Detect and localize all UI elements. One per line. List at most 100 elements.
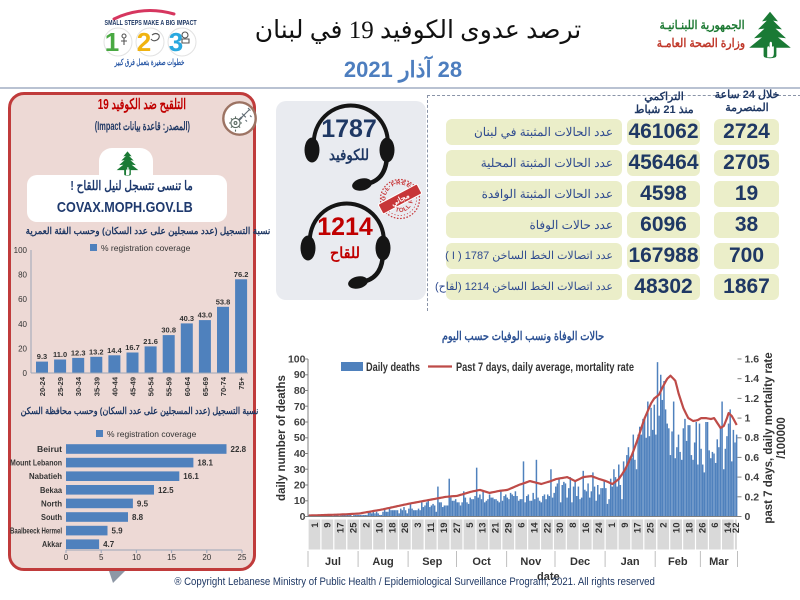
svg-text:25: 25: [349, 522, 360, 533]
svg-text:0: 0: [300, 511, 306, 523]
svg-text:14: 14: [723, 522, 734, 533]
svg-text:0.6: 0.6: [745, 452, 760, 464]
svg-text:20: 20: [202, 553, 211, 562]
svg-text:22.8: 22.8: [231, 445, 247, 454]
svg-text:% registration coverage: % registration coverage: [101, 243, 191, 253]
svg-text:40-44: 40-44: [110, 376, 119, 396]
svg-text:25-29: 25-29: [56, 377, 65, 396]
svg-text:% registration coverage: % registration coverage: [107, 429, 197, 439]
svg-text:1214: 1214: [317, 213, 373, 241]
svg-text:24: 24: [594, 522, 605, 533]
svg-text:1: 1: [607, 522, 618, 528]
svg-text:Oct: Oct: [472, 556, 491, 568]
svg-text:10: 10: [671, 523, 682, 534]
svg-text:date: date: [537, 571, 560, 583]
svg-text:17: 17: [336, 523, 347, 534]
svg-text:Dec: Dec: [570, 556, 590, 568]
svg-text:8.8: 8.8: [132, 513, 144, 522]
svg-text:12.3: 12.3: [71, 348, 86, 357]
svg-text:65-69: 65-69: [201, 377, 210, 396]
svg-text:30-34: 30-34: [74, 376, 83, 396]
svg-text:30.8: 30.8: [161, 326, 176, 335]
svg-text:70-74: 70-74: [219, 376, 228, 396]
svg-text:0: 0: [23, 369, 28, 378]
svg-text:North: North: [41, 499, 62, 508]
svg-text:90: 90: [294, 369, 306, 381]
svg-text:للكوفيد: للكوفيد: [329, 147, 369, 164]
svg-text:20: 20: [18, 344, 27, 353]
svg-text:11: 11: [426, 522, 437, 533]
svg-text:12.5: 12.5: [158, 486, 174, 495]
svg-text:Sep: Sep: [422, 556, 442, 568]
svg-text:20-24: 20-24: [38, 376, 47, 396]
svg-text:55-59: 55-59: [165, 377, 174, 396]
svg-text:Jul: Jul: [325, 556, 341, 568]
svg-text:10: 10: [294, 495, 306, 507]
svg-text:10: 10: [132, 553, 141, 562]
svg-text:16.7: 16.7: [125, 343, 140, 352]
svg-text:100: 100: [288, 354, 306, 366]
svg-text:19: 19: [439, 523, 450, 534]
svg-text:14.4: 14.4: [107, 346, 122, 355]
svg-text:0: 0: [745, 511, 751, 523]
svg-text:13.2: 13.2: [89, 347, 104, 356]
svg-text:1: 1: [105, 27, 119, 57]
svg-text:South: South: [41, 513, 62, 522]
svg-text:80: 80: [294, 385, 306, 397]
svg-text:1.4: 1.4: [745, 373, 760, 385]
svg-text:للقاح: للقاح: [330, 245, 360, 262]
svg-text:26: 26: [697, 523, 708, 534]
svg-text:50: 50: [294, 432, 306, 444]
svg-text:16: 16: [581, 523, 592, 534]
svg-text:5: 5: [465, 522, 476, 528]
svg-text:9: 9: [620, 523, 631, 528]
svg-text:11.0: 11.0: [53, 350, 67, 359]
svg-text:21: 21: [491, 522, 502, 533]
svg-text:0.4: 0.4: [745, 472, 760, 484]
svg-text:100: 100: [14, 246, 28, 255]
svg-text:2: 2: [659, 523, 670, 528]
svg-text:3: 3: [169, 27, 183, 57]
svg-text:17: 17: [633, 523, 644, 534]
svg-text:10: 10: [374, 523, 385, 534]
svg-text:29: 29: [504, 523, 515, 534]
svg-text:80: 80: [18, 271, 27, 280]
svg-text:2: 2: [361, 523, 372, 528]
svg-text:22: 22: [731, 523, 742, 534]
svg-text:Nabatieh: Nabatieh: [29, 472, 62, 481]
svg-text:4.7: 4.7: [103, 540, 115, 549]
svg-text:6: 6: [710, 523, 721, 528]
svg-text:0.8: 0.8: [745, 432, 760, 444]
svg-text:40.3: 40.3: [179, 314, 194, 323]
svg-text:30: 30: [555, 523, 566, 534]
svg-text:5: 5: [99, 553, 104, 562]
svg-text:30: 30: [294, 464, 306, 476]
svg-text:18: 18: [684, 523, 695, 534]
svg-text:18.1: 18.1: [197, 459, 213, 468]
svg-text:Beirut: Beirut: [37, 445, 62, 454]
svg-text:53.8: 53.8: [216, 297, 231, 306]
svg-text:5.9: 5.9: [112, 527, 124, 536]
svg-text:70: 70: [294, 401, 306, 413]
svg-text:2: 2: [137, 27, 151, 57]
svg-text:1.6: 1.6: [745, 354, 760, 366]
svg-text:Baalbeeck Hermel: Baalbeeck Hermel: [10, 527, 62, 536]
svg-text:8: 8: [568, 523, 579, 528]
svg-text:16.1: 16.1: [183, 472, 199, 481]
svg-text:Daily deaths: Daily deaths: [366, 360, 420, 374]
svg-text:60-64: 60-64: [183, 376, 192, 396]
svg-text:9: 9: [323, 523, 334, 528]
svg-text:Akkar: Akkar: [42, 540, 62, 549]
svg-text:18: 18: [387, 523, 398, 534]
svg-text:20: 20: [294, 480, 306, 492]
svg-text:Past 7 days, daily average, mo: Past 7 days, daily average, mortality ra…: [456, 360, 634, 374]
svg-text:14: 14: [529, 522, 540, 533]
svg-text:Feb: Feb: [668, 556, 688, 568]
svg-text:45-49: 45-49: [129, 377, 138, 396]
svg-text:22: 22: [542, 523, 553, 534]
svg-text:21.6: 21.6: [143, 337, 158, 346]
svg-text:25: 25: [238, 553, 247, 562]
svg-text:9.3: 9.3: [37, 352, 47, 361]
svg-text:60: 60: [18, 295, 27, 304]
svg-text:Aug: Aug: [372, 556, 393, 568]
